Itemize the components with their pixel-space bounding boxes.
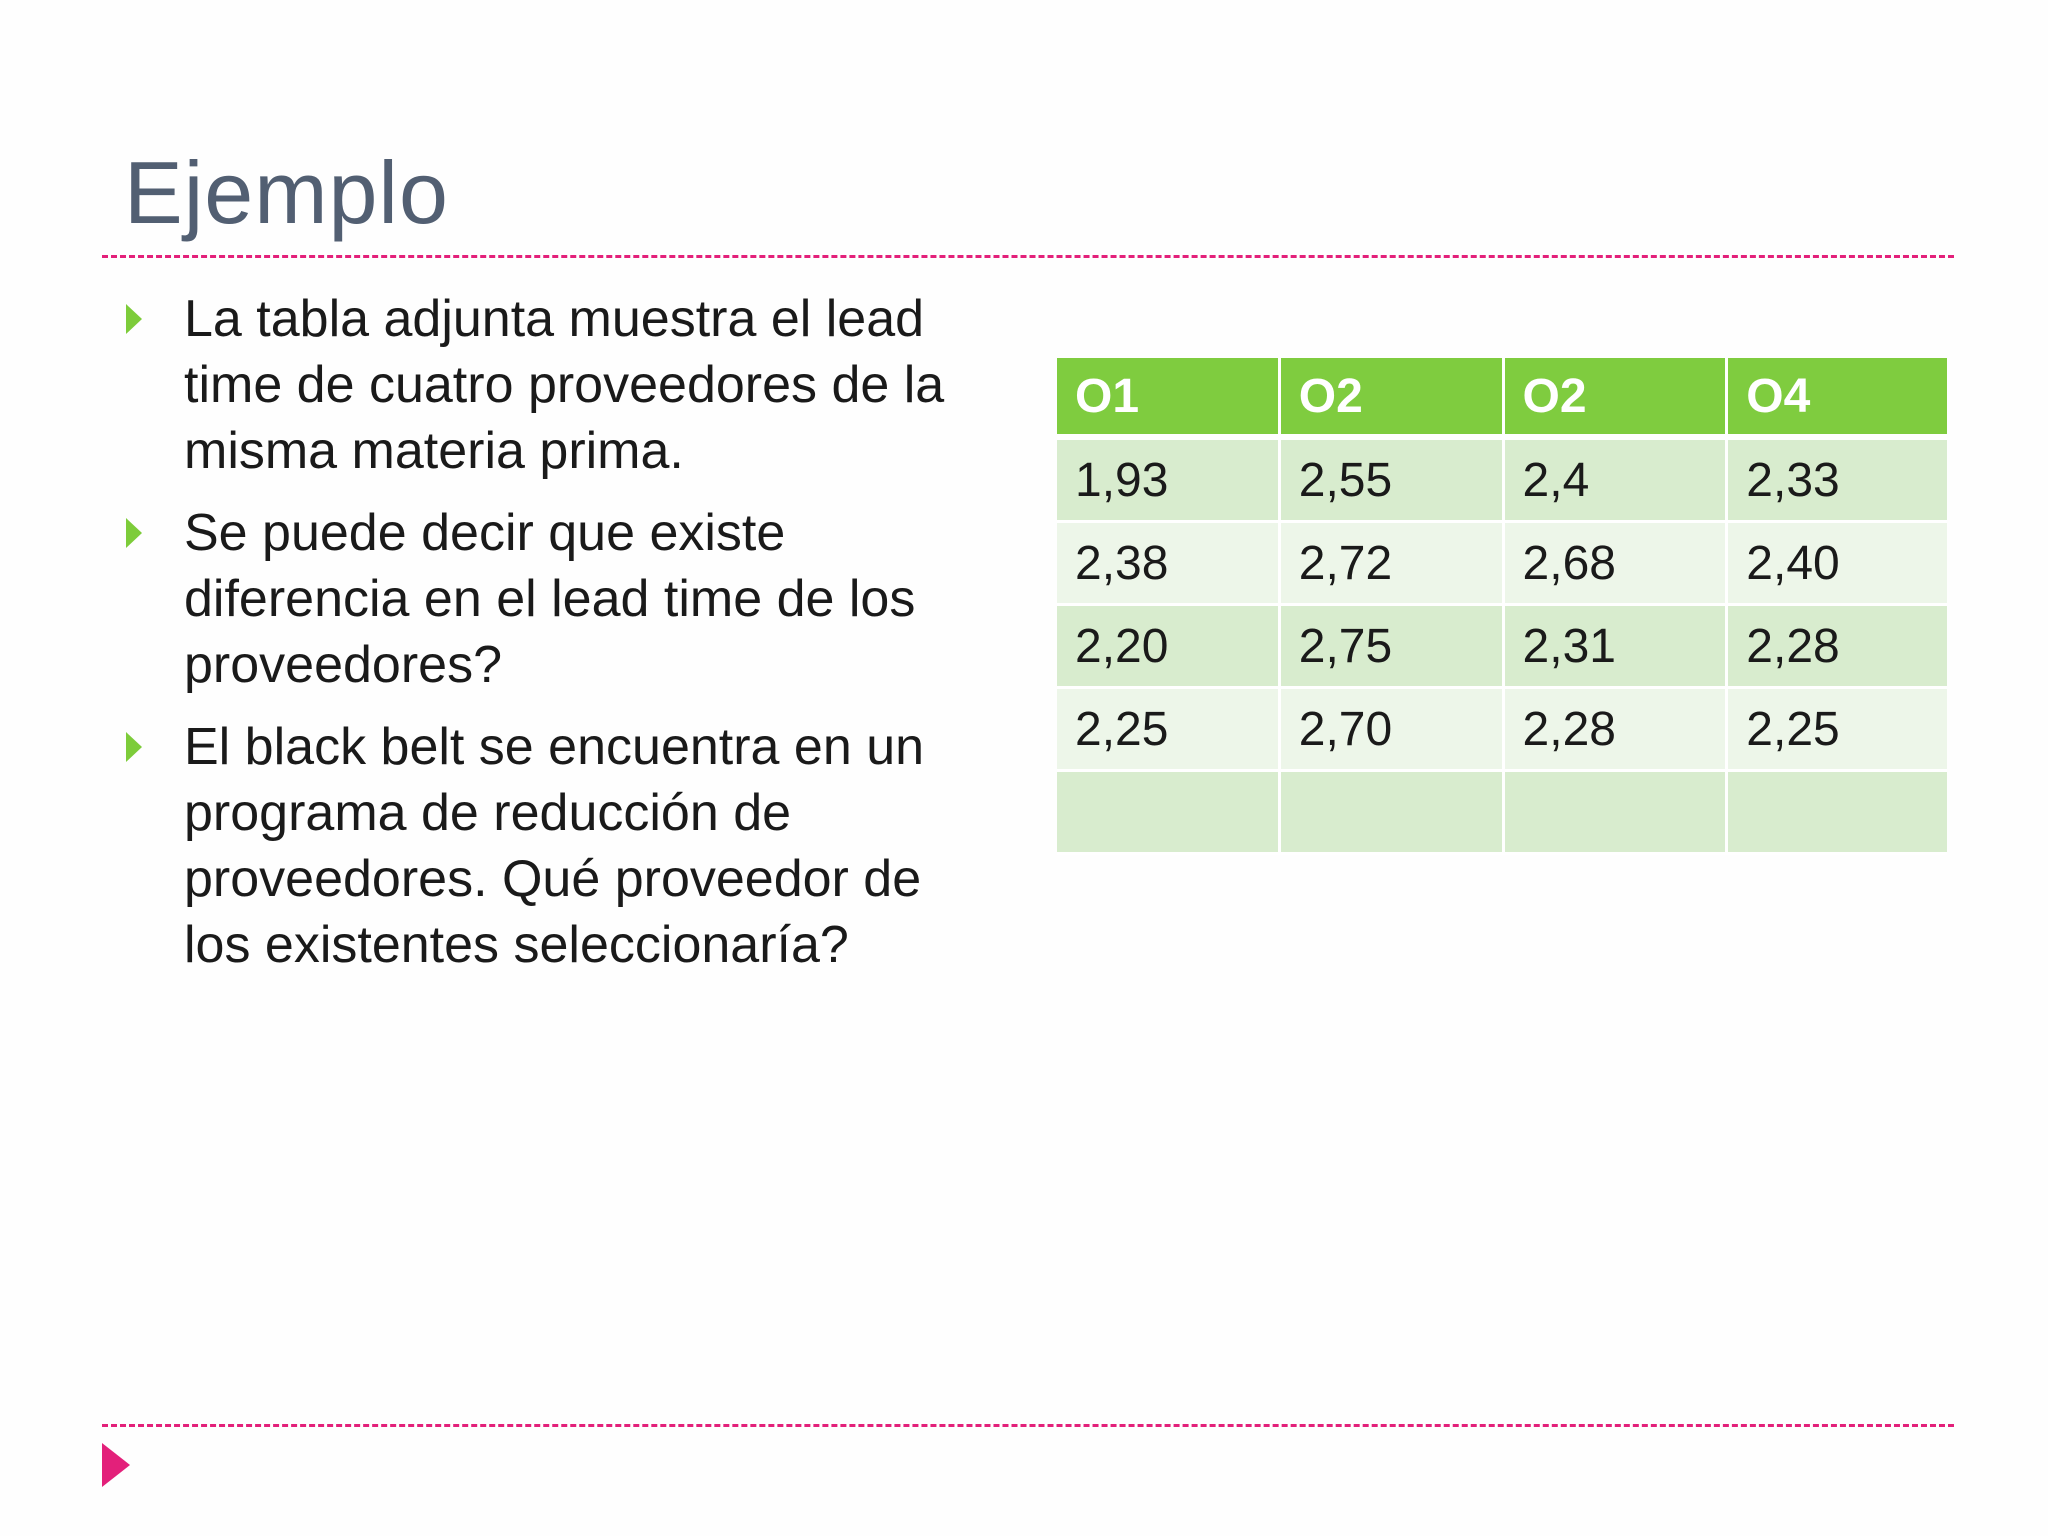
top-dashed-divider bbox=[102, 255, 1954, 258]
table-header-row: O1 O2 O2 O4 bbox=[1057, 358, 1947, 440]
table-cell: 2,28 bbox=[1504, 689, 1729, 772]
table-row: 2,20 2,75 2,31 2,28 bbox=[1057, 606, 1947, 689]
table-row bbox=[1057, 772, 1947, 855]
table-cell: 2,75 bbox=[1280, 606, 1505, 689]
table-cell: 2,55 bbox=[1280, 440, 1505, 523]
bottom-dashed-divider bbox=[102, 1424, 1954, 1427]
table-cell: 2,25 bbox=[1728, 689, 1947, 772]
triangle-right-icon bbox=[126, 732, 142, 762]
table-cell: 2,68 bbox=[1504, 523, 1729, 606]
triangle-right-icon bbox=[126, 518, 142, 548]
table-cell: 2,31 bbox=[1504, 606, 1729, 689]
bullet-text: La tabla adjunta muestra el lead time de… bbox=[184, 290, 945, 480]
table-cell: 2,25 bbox=[1057, 689, 1281, 772]
table-cell: 2,4 bbox=[1504, 440, 1729, 523]
bullet-item: El black belt se encuentra en un program… bbox=[120, 714, 980, 978]
table-cell: 2,72 bbox=[1280, 523, 1505, 606]
table-row: 2,38 2,72 2,68 2,40 bbox=[1057, 523, 1947, 606]
bullet-item: Se puede decir que existe diferencia en … bbox=[120, 500, 980, 698]
table-cell: 2,20 bbox=[1057, 606, 1281, 689]
triangle-right-icon bbox=[126, 304, 142, 334]
table-cell: 2,28 bbox=[1728, 606, 1947, 689]
column-header: O2 bbox=[1280, 358, 1505, 440]
column-header: O4 bbox=[1728, 358, 1947, 440]
table-cell: 2,70 bbox=[1280, 689, 1505, 772]
table-cell: 2,33 bbox=[1728, 440, 1947, 523]
bullet-list: La tabla adjunta muestra el lead time de… bbox=[120, 286, 980, 994]
column-header: O1 bbox=[1057, 358, 1281, 440]
table-cell bbox=[1504, 772, 1729, 855]
slide-title: Ejemplo bbox=[124, 143, 449, 242]
table-cell: 2,40 bbox=[1728, 523, 1947, 606]
table-cell: 1,93 bbox=[1057, 440, 1281, 523]
triangle-right-icon bbox=[102, 1443, 130, 1487]
table-row: 2,25 2,70 2,28 2,25 bbox=[1057, 689, 1947, 772]
column-header: O2 bbox=[1504, 358, 1729, 440]
bullet-text: Se puede decir que existe diferencia en … bbox=[184, 504, 916, 694]
table-row: 1,93 2,55 2,4 2,33 bbox=[1057, 440, 1947, 523]
lead-time-table: O1 O2 O2 O4 1,93 2,55 2,4 2,33 2,38 2,72… bbox=[1057, 358, 1947, 855]
table-cell bbox=[1280, 772, 1505, 855]
bullet-text: El black belt se encuentra en un program… bbox=[184, 718, 925, 974]
table-cell bbox=[1057, 772, 1281, 855]
bullet-item: La tabla adjunta muestra el lead time de… bbox=[120, 286, 980, 484]
table-cell bbox=[1728, 772, 1947, 855]
table-cell: 2,38 bbox=[1057, 523, 1281, 606]
